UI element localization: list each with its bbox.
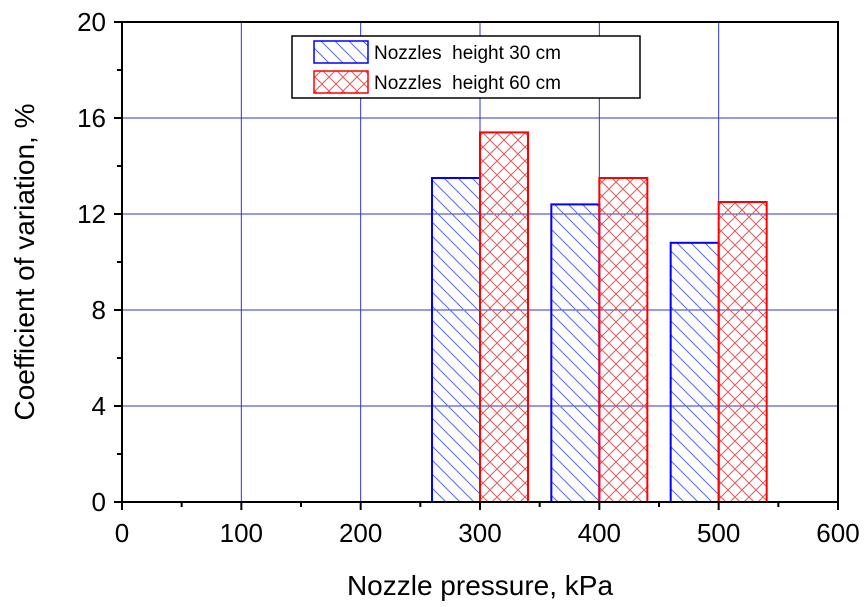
- legend: Nozzles height 30 cm Nozzles height 60 c…: [291, 35, 641, 99]
- x-tick-label-100: 100: [220, 518, 263, 548]
- bar-30cm-300: [431, 177, 481, 503]
- x-tick-label-200: 200: [339, 518, 382, 548]
- x-tick-label-500: 500: [697, 518, 740, 548]
- bar-60cm-400: [598, 177, 649, 503]
- y-tick-label-0: 0: [92, 487, 106, 517]
- legend-swatch-30cm: [313, 40, 369, 64]
- y-tick-label-16: 16: [77, 103, 106, 133]
- ticks-group: 0 100 200 300 400 500 600 0 4 8 12 16 20: [77, 7, 860, 548]
- x-tick-label-300: 300: [458, 518, 501, 548]
- legend-swatch-60cm: [313, 70, 369, 94]
- x-tick-label-400: 400: [578, 518, 621, 548]
- y-axis-title: Coefficient of variation, %: [9, 104, 40, 421]
- y-tick-label-20: 20: [77, 7, 106, 37]
- y-tick-label-12: 12: [77, 199, 106, 229]
- x-tick-label-0: 0: [115, 518, 129, 548]
- bar-60cm-500: [717, 201, 768, 503]
- x-axis-title: Nozzle pressure, kPa: [347, 570, 614, 601]
- bar-30cm-400: [550, 203, 601, 503]
- legend-label-30cm: Nozzles height 30 cm: [374, 43, 561, 64]
- legend-label-60cm: Nozzles height 60 cm: [374, 73, 561, 94]
- x-tick-label-600: 600: [816, 518, 859, 548]
- y-tick-label-4: 4: [92, 391, 106, 421]
- bar-60cm-300: [479, 131, 529, 503]
- bar-30cm-500: [669, 241, 720, 504]
- bars-group: [431, 131, 768, 504]
- y-tick-label-8: 8: [92, 295, 106, 325]
